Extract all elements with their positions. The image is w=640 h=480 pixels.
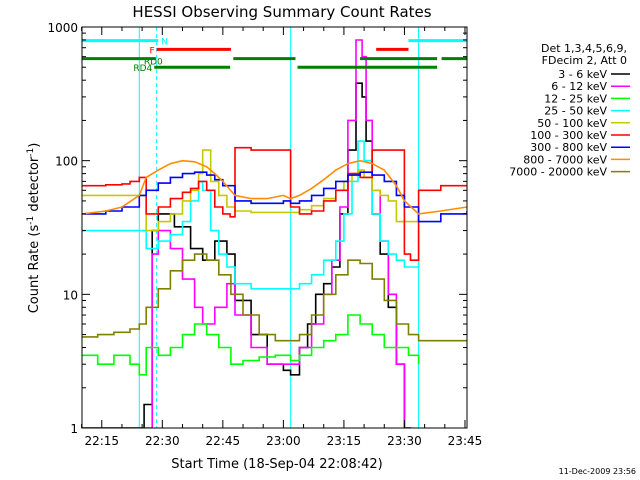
- x-tick-label-6: 23:30: [387, 434, 422, 448]
- legend-label-4: 25 - 50 keV: [544, 105, 607, 118]
- series-line-3: [82, 314, 420, 376]
- legend-label-9: 7000 - 20000 keV: [509, 166, 607, 179]
- y-axis: 1 10 100 1000: [47, 21, 467, 436]
- legend: Det 1,3,4,5,6,9, FDecim 2, Att 0 3 - 6 k…: [509, 42, 630, 179]
- y-tick-label-1: 1: [70, 422, 78, 436]
- y-axis-label: Count Rate (s-1 detector-1): [26, 143, 42, 314]
- x-tick-label-7: 23:45: [448, 434, 483, 448]
- y-tick-label-2: 10: [63, 288, 78, 302]
- legend-header-1: Det 1,3,4,5,6,9,: [541, 42, 627, 55]
- legend-label-2: 6 - 12 keV: [551, 80, 607, 93]
- flag-label-2: F: [149, 46, 154, 56]
- series-line-5: [82, 149, 420, 232]
- legend-header-2: FDecim 2, Att 0: [542, 54, 627, 67]
- x-tick-label-2: 22:30: [145, 434, 180, 448]
- legend-label-5: 50 - 100 keV: [537, 117, 607, 130]
- x-tick-label-3: 22:45: [206, 434, 241, 448]
- y-label-part-2: detector: [27, 156, 42, 216]
- series-line-2: [82, 39, 412, 428]
- flag-label-1: N: [161, 38, 168, 48]
- series-line-6: [82, 146, 467, 261]
- flag-label-4: RD4: [133, 64, 152, 74]
- y-tick-label-4: 1000: [47, 21, 78, 35]
- legend-label-8: 800 - 7000 keV: [523, 153, 607, 166]
- plot-frame: [81, 26, 468, 429]
- x-tick-label-5: 23:15: [327, 434, 362, 448]
- x-axis: 22:15 22:30 22:45 23:00 23:15 23:30 23:45: [81, 27, 483, 448]
- x-tick-label-1: 22:15: [84, 434, 119, 448]
- series-line-7: [82, 171, 467, 223]
- x-axis-label: Start Time (18-Sep-04 22:08:42): [171, 457, 382, 472]
- y-label-sup-2: -1: [26, 148, 36, 157]
- series-line-4: [82, 140, 420, 290]
- flag-label-3: RD0: [144, 58, 163, 68]
- y-tick-label-3: 100: [55, 155, 78, 169]
- generated-timestamp: 11-Dec-2009 23:56: [559, 467, 636, 476]
- y-label-part-1: Count Rate (s: [27, 225, 42, 314]
- legend-label-6: 100 - 300 keV: [530, 129, 607, 142]
- series-layer: [82, 39, 467, 428]
- series-line-9: [82, 253, 467, 342]
- y-label-part-3: ): [27, 143, 42, 148]
- chart-title: HESSI Observing Summary Count Rates: [132, 3, 431, 21]
- legend-label-3: 12 - 25 keV: [544, 92, 607, 105]
- y-label-sup-1: -1: [26, 216, 36, 225]
- legend-label-1: 3 - 6 keV: [558, 68, 607, 81]
- legend-label-7: 300 - 800 keV: [530, 141, 607, 154]
- series-line-8: [82, 159, 467, 215]
- series-line-1: [82, 82, 412, 428]
- x-tick-label-4: 23:00: [266, 434, 301, 448]
